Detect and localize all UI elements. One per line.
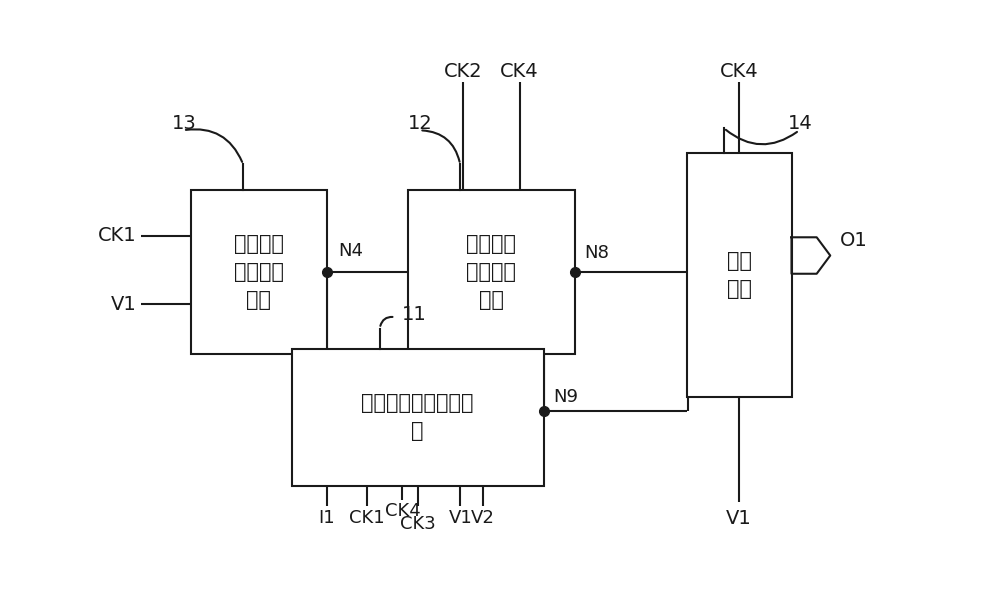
Text: V2: V2 [471,509,495,527]
Text: CK3: CK3 [400,516,435,533]
Text: CK4: CK4 [720,62,759,81]
Text: 输出
电路: 输出 电路 [727,251,752,299]
Text: N9: N9 [553,388,578,406]
Text: CK4: CK4 [500,62,539,81]
Text: 11: 11 [401,305,426,324]
Text: 12: 12 [408,114,433,133]
Text: CK1: CK1 [98,226,137,245]
Text: N4: N4 [338,242,363,260]
Bar [408,189,574,353]
Bar [191,189,326,353]
Text: CK2: CK2 [444,62,482,81]
Bar [687,153,792,397]
Text: 13: 13 [172,114,196,133]
Text: 第一控制
节点控制
电路: 第一控制 节点控制 电路 [234,234,284,310]
Bar [292,349,544,486]
Text: 14: 14 [788,114,812,133]
Text: V1: V1 [726,509,752,527]
Text: V1: V1 [111,295,137,314]
Text: V1: V1 [449,509,472,527]
Text: 第一输出节点控制电
路: 第一输出节点控制电 路 [361,394,474,442]
Text: CK1: CK1 [349,509,385,527]
Text: O1: O1 [840,231,867,250]
Text: I1: I1 [319,509,335,527]
Text: N8: N8 [584,243,609,262]
Text: 第二输出
节点控制
电路: 第二输出 节点控制 电路 [466,234,516,310]
Text: CK4: CK4 [385,502,420,520]
